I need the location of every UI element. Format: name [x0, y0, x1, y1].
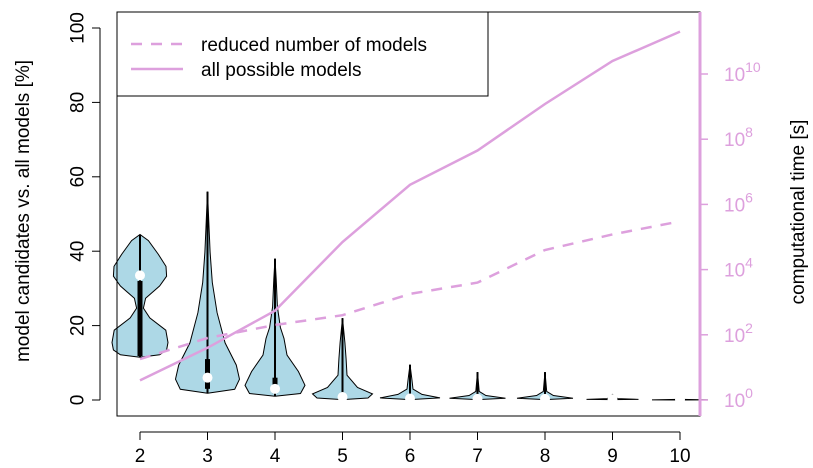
legend-label-all: all possible models: [201, 60, 362, 81]
violin-median: [405, 393, 415, 404]
violin-median: [675, 394, 685, 405]
bottom-tick-label: 9: [607, 446, 618, 467]
bottom-tick-label: 4: [270, 446, 281, 467]
right-tick-label: 108: [724, 124, 753, 151]
left-tick-label: 40: [68, 241, 89, 262]
right-axis: 100 102 104 106 108 1010: [698, 12, 761, 416]
bottom-tick-label: 3: [202, 446, 213, 467]
bottom-tick-label: 2: [135, 446, 146, 467]
series-line-all: [139, 30, 681, 382]
right-tick-label: 1010: [724, 59, 761, 86]
violin-median: [202, 372, 213, 383]
bottom-tick-label: 7: [472, 446, 483, 467]
violin-median: [472, 393, 483, 404]
legend-label-reduced: reduced number of models: [201, 35, 427, 56]
legend-box: [116, 11, 489, 97]
y-axis-label-left: model candidates vs. all models [%]: [13, 60, 34, 362]
left-axis: 0 20 40 60 80 100: [68, 12, 101, 405]
violin-median: [135, 270, 145, 281]
series-line-reduced: [139, 220, 681, 361]
bottom-tick-label: 6: [405, 446, 416, 467]
right-tick-label: 100: [724, 385, 753, 412]
y-axis-label-right: computational time [s]: [788, 120, 809, 305]
bottom-tick-label: 8: [540, 446, 551, 467]
lines-layer: [139, 30, 681, 382]
left-tick-label: 0: [68, 395, 89, 406]
bottom-tick-label: 5: [337, 446, 348, 467]
bottom-axis: 2 3 4 5 6 7 8 9 10: [135, 431, 691, 467]
violins-layer: [111, 191, 709, 405]
left-tick-label: 100: [68, 12, 89, 44]
right-tick-label: 102: [724, 320, 753, 347]
left-tick-label: 60: [68, 166, 89, 187]
violin-median: [540, 393, 550, 404]
legend: reduced number of models all possible mo…: [116, 11, 489, 97]
left-tick-label: 20: [68, 315, 89, 336]
violin-median: [270, 383, 280, 394]
left-tick-label: 80: [68, 92, 89, 113]
violin-median: [607, 394, 618, 405]
right-tick-label: 104: [724, 255, 753, 282]
right-tick-label: 106: [724, 189, 753, 216]
bottom-tick-label: 10: [669, 446, 690, 467]
violin-median: [337, 392, 348, 403]
